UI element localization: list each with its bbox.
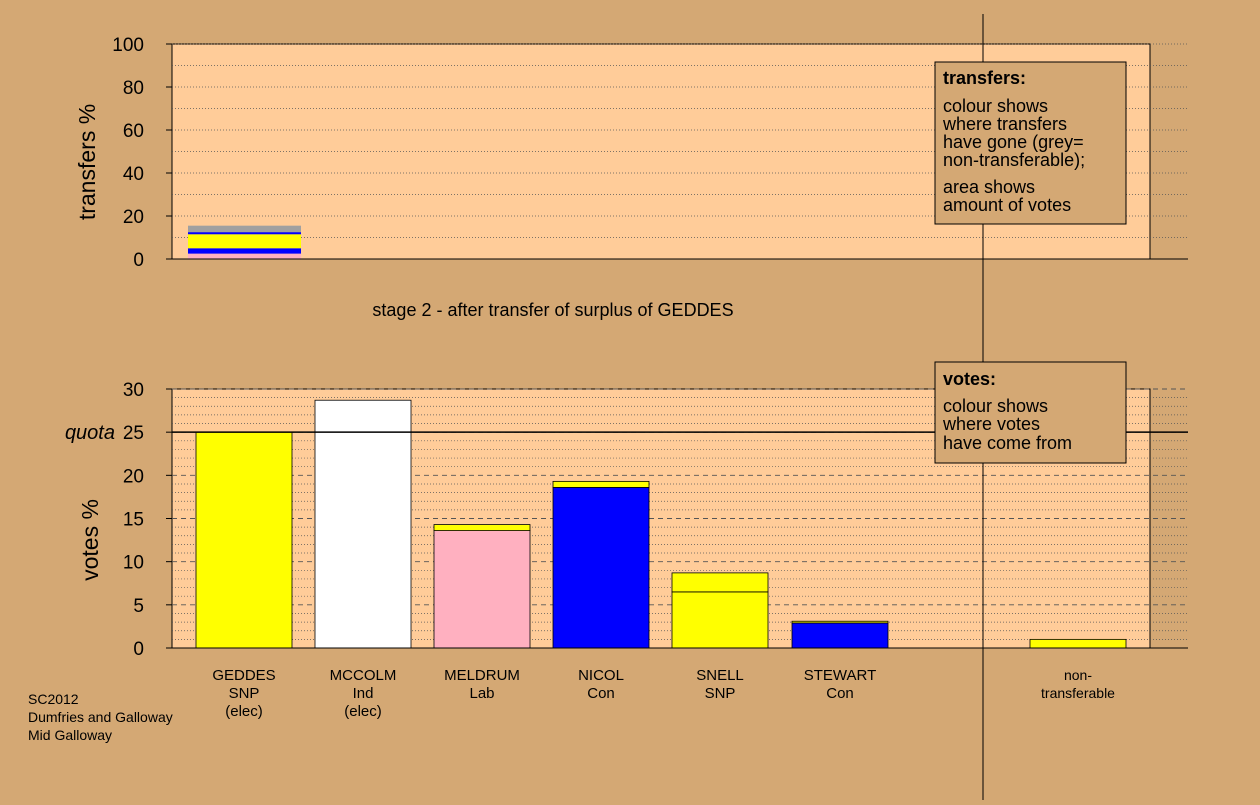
votes-y-axis-label: votes % [77,499,103,581]
vote-bar-segment [433,524,531,531]
transfers-legend-title: transfers: [943,68,1026,88]
transfer-segment [188,248,301,254]
votes-bars [195,399,1127,649]
votes-legend-box [934,361,1127,464]
vote-bar-segment [671,572,769,593]
transfers-legend-line: where transfers [942,114,1067,134]
candidate-party-label: SNP [229,685,260,702]
votes-legend-line: colour shows [943,396,1048,416]
votes-y-tick-label: 5 [133,596,144,617]
transfer-segment [188,232,301,235]
candidate-party-label: Lab [469,685,494,702]
candidate-name-label: MCCOLM [330,667,397,684]
candidate-name-label: NICOL [578,667,624,684]
vote-bar-segment [1029,638,1127,649]
votes-y-tick-label: 25 [123,423,144,444]
candidate-name-label: SNELL [696,667,744,684]
transfers-y-tick-label: 0 [133,250,144,271]
transfer-segment [188,253,301,259]
votes-legend-line: have come from [943,433,1072,453]
candidate-name-label: non- [1064,667,1092,683]
transfers-y-tick-label: 20 [123,207,144,228]
votes-legend-title: votes: [943,369,996,389]
transfers-y-tick-label: 80 [123,78,144,99]
transfers-legend-box [934,61,1127,225]
candidate-status-label: (elec) [225,703,263,720]
transfers-y-axis: 0 20 40 60 80 100 [112,35,172,271]
footer-line: Dumfries and Galloway [28,709,173,725]
candidate-name-label: STEWART [804,667,877,684]
candidate-name-label: GEDDES [212,667,275,684]
candidate-party-label: Con [826,685,854,702]
transfer-segment [188,234,301,249]
quota-label: quota [65,422,115,444]
transfers-legend-line: non-transferable); [943,150,1085,170]
transfers-legend-line: area shows [943,177,1035,197]
candidate-status-label: (elec) [344,703,382,720]
votes-legend: votes: colour shows where votes have com… [934,361,1127,464]
votes-y-tick-label: 15 [123,510,144,531]
transfers-y-axis-label: transfers % [74,104,100,220]
candidate-name-label: MELDRUM [444,667,520,684]
transfers-legend-line: amount of votes [943,195,1071,215]
candidate-party-label: transferable [1041,685,1115,701]
candidate-party-label: SNP [705,685,736,702]
vote-bar-segment [552,480,650,488]
vote-bar-segment [195,431,293,649]
transfer-segment [188,225,301,233]
candidate-party-label: Con [587,685,615,702]
transfers-legend-line: colour shows [943,96,1048,116]
transfers-y-tick-label: 60 [123,121,144,142]
candidate-party-label: Ind [353,685,374,702]
votes-y-tick-label: 30 [123,380,144,401]
vote-bar-segment [671,591,769,649]
footer-line: SC2012 [28,691,79,707]
votes-y-tick-label: 20 [123,466,144,487]
vote-bar-segment [791,622,889,649]
votes-y-tick-label: 10 [123,553,144,574]
votes-y-axis: 0 5 10 15 20 25 30 [123,380,172,660]
vote-bar-segment [552,487,650,649]
transfers-y-tick-label: 100 [112,35,144,56]
vote-bar-segment [791,620,889,624]
transfers-legend-line: have gone (grey= [943,132,1084,152]
footer-line: Mid Galloway [28,727,112,743]
transfers-y-tick-label: 40 [123,164,144,185]
transfers-legend: transfers: colour shows where transfers … [934,61,1127,225]
votes-y-tick-label: 0 [133,639,144,660]
vote-bar-segment [314,399,412,649]
transfers-bars [188,225,301,259]
votes-legend-line: where votes [942,414,1040,434]
vote-bar-segment [433,530,531,649]
stage-title: stage 2 - after transfer of surplus of G… [372,300,733,320]
votes-x-labels: GEDDESSNP(elec)MCCOLMInd(elec)MELDRUMLab… [212,667,1115,720]
